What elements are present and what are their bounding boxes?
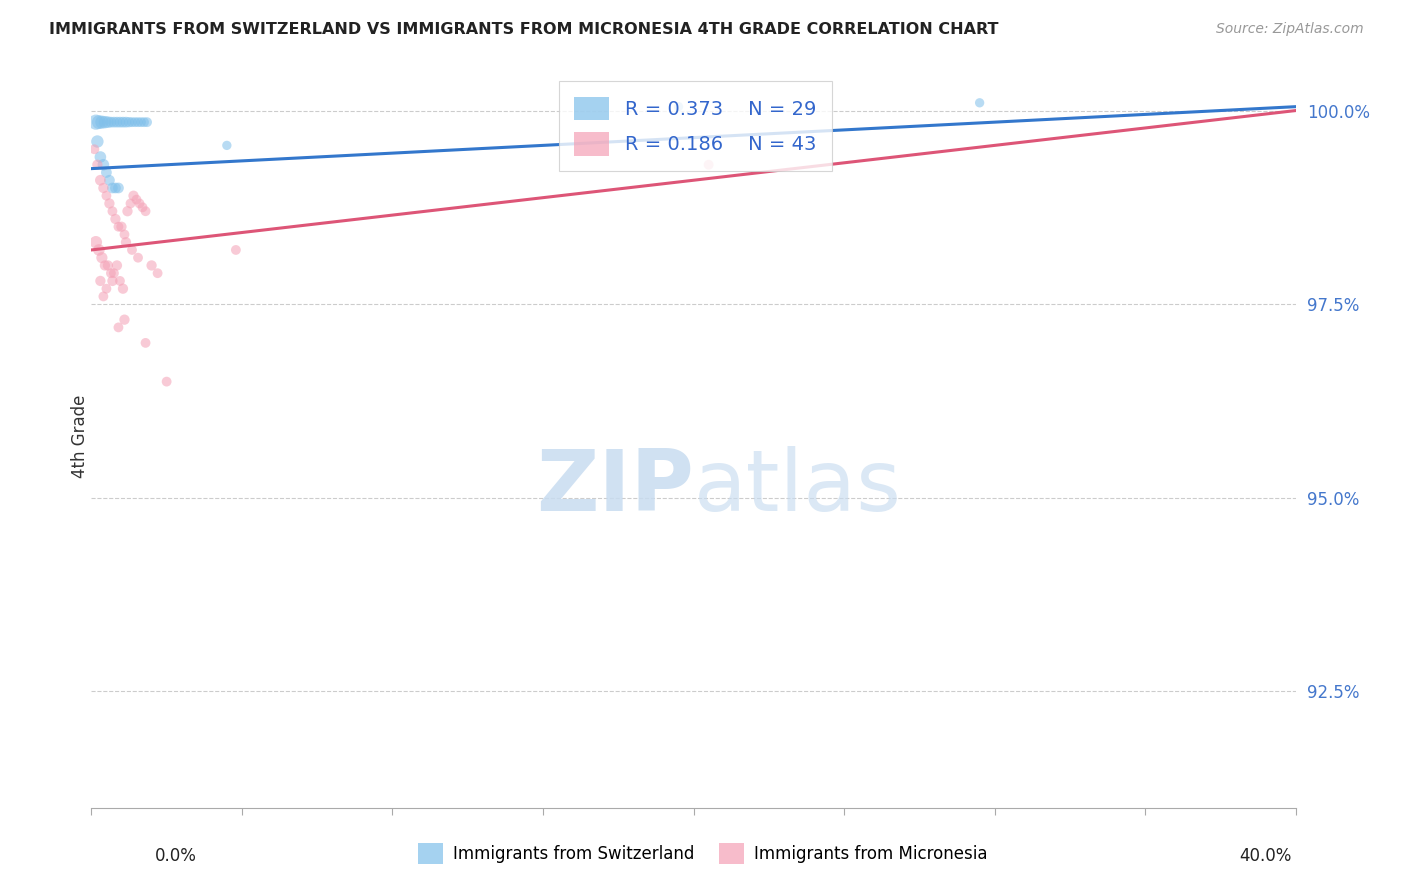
Point — [225, 243, 247, 257]
Point — [101, 274, 124, 288]
Point — [96, 282, 118, 296]
Point — [121, 115, 143, 129]
Point — [127, 251, 149, 265]
Point — [97, 259, 120, 273]
Point — [93, 289, 115, 303]
Point — [156, 375, 179, 389]
Point — [135, 204, 157, 219]
Point — [101, 204, 124, 219]
Point — [107, 181, 129, 195]
Point — [87, 243, 110, 257]
Point — [89, 173, 111, 187]
Point — [90, 115, 112, 129]
Point — [131, 200, 153, 214]
Point — [114, 312, 136, 326]
Point — [117, 204, 139, 219]
Point — [100, 266, 122, 280]
Point — [108, 274, 131, 288]
Legend: Immigrants from Switzerland, Immigrants from Micronesia: Immigrants from Switzerland, Immigrants … — [412, 837, 994, 871]
Point — [89, 150, 111, 164]
Point — [86, 158, 108, 172]
Point — [84, 235, 107, 250]
Text: 0.0%: 0.0% — [155, 847, 197, 865]
Point — [125, 193, 148, 207]
Point — [97, 115, 120, 129]
Point — [111, 282, 134, 296]
Point — [101, 181, 124, 195]
Point — [969, 95, 991, 110]
Point — [98, 173, 121, 187]
Point — [103, 266, 125, 280]
Point — [104, 211, 127, 226]
Point — [215, 138, 238, 153]
Text: 40.0%: 40.0% — [1239, 847, 1292, 865]
Point — [94, 115, 117, 129]
Point — [110, 219, 132, 234]
Point — [107, 320, 129, 334]
Point — [90, 251, 112, 265]
Point — [135, 335, 157, 350]
Point — [141, 259, 163, 273]
Point — [105, 115, 128, 129]
Point — [114, 227, 136, 242]
Point — [120, 196, 142, 211]
Point — [103, 115, 125, 129]
Point — [108, 115, 131, 129]
Point — [96, 188, 118, 202]
Point — [104, 181, 127, 195]
Text: IMMIGRANTS FROM SWITZERLAND VS IMMIGRANTS FROM MICRONESIA 4TH GRADE CORRELATION : IMMIGRANTS FROM SWITZERLAND VS IMMIGRANT… — [49, 22, 998, 37]
Point — [100, 115, 122, 129]
Text: Source: ZipAtlas.com: Source: ZipAtlas.com — [1216, 22, 1364, 37]
Text: atlas: atlas — [693, 446, 901, 529]
Y-axis label: 4th Grade: 4th Grade — [72, 394, 89, 477]
Point — [129, 115, 152, 129]
Point — [89, 274, 111, 288]
Point — [121, 243, 143, 257]
Point — [83, 142, 105, 156]
Point — [87, 115, 110, 129]
Point — [94, 259, 117, 273]
Point — [122, 188, 145, 202]
Point — [93, 181, 115, 195]
Point — [668, 100, 690, 114]
Point — [127, 115, 149, 129]
Point — [105, 259, 128, 273]
Point — [84, 115, 107, 129]
Point — [107, 219, 129, 234]
Point — [96, 165, 118, 179]
Text: ZIP: ZIP — [536, 446, 693, 529]
Point — [98, 196, 121, 211]
Point — [132, 115, 155, 129]
Point — [146, 266, 169, 280]
Point — [124, 115, 146, 129]
Point — [128, 196, 150, 211]
Point — [115, 235, 138, 250]
Point — [118, 115, 141, 129]
Legend: R = 0.373    N = 29, R = 0.186    N = 43: R = 0.373 N = 29, R = 0.186 N = 43 — [558, 81, 832, 171]
Point — [697, 158, 720, 172]
Point — [115, 115, 138, 129]
Point — [93, 158, 115, 172]
Point — [86, 135, 108, 149]
Point — [111, 115, 134, 129]
Point — [136, 115, 159, 129]
